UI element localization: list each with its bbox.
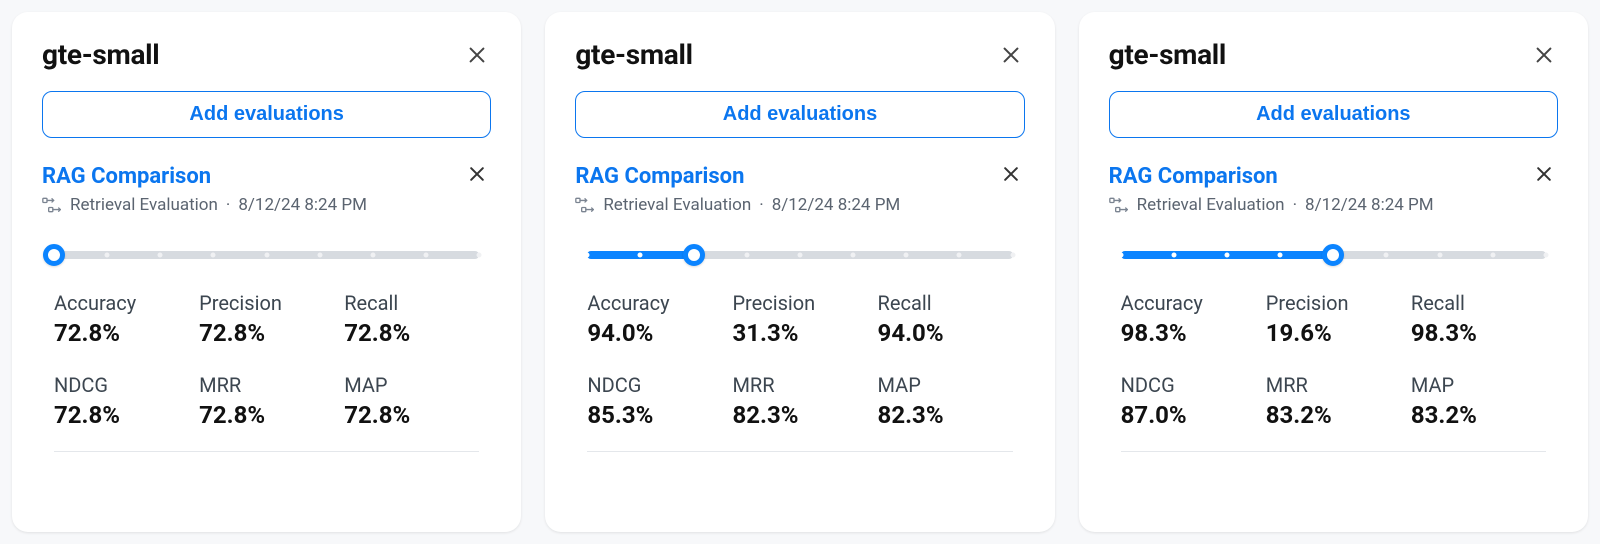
metric-label: Precision <box>1266 291 1401 315</box>
metric-label: Accuracy <box>587 291 722 315</box>
section-header: RAG Comparison Retrieval Evaluation·8/12/… <box>42 164 491 215</box>
close-icon[interactable] <box>463 41 491 69</box>
metric-cell: MRR 82.3% <box>732 373 867 429</box>
add-evaluations-button[interactable]: Add evaluations <box>1109 91 1558 138</box>
evaluation-card: gte-small Add evaluations RAG Comparison Re… <box>1079 12 1588 532</box>
metric-value: 19.6% <box>1266 319 1401 347</box>
metric-value: 72.8% <box>54 319 189 347</box>
pipeline-icon <box>42 195 62 215</box>
metric-value: 72.8% <box>54 401 189 429</box>
metric-value: 72.8% <box>199 319 334 347</box>
metric-label: NDCG <box>54 373 189 397</box>
metric-value: 98.3% <box>1411 319 1546 347</box>
metrics-grid: Accuracy 94.0% Precision 31.3% Recall 94.0% ND… <box>587 291 1012 429</box>
step-slider[interactable] <box>1121 251 1546 259</box>
metric-value: 72.8% <box>344 401 479 429</box>
metric-label: Precision <box>199 291 334 315</box>
metric-value: 31.3% <box>732 319 867 347</box>
metric-value: 83.2% <box>1266 401 1401 429</box>
metric-label: MRR <box>732 373 867 397</box>
metric-cell: Recall 72.8% <box>344 291 479 347</box>
close-icon[interactable] <box>997 41 1025 69</box>
section-meta: Retrieval Evaluation·8/12/24 8:24 PM <box>42 195 367 215</box>
close-icon[interactable] <box>1530 41 1558 69</box>
section-title-link[interactable]: RAG Comparison <box>1109 164 1434 189</box>
step-slider[interactable] <box>587 251 1012 259</box>
metric-cell: NDCG 85.3% <box>587 373 722 429</box>
metric-cell: MAP 82.3% <box>878 373 1013 429</box>
section-header: RAG Comparison Retrieval Evaluation·8/12/… <box>575 164 1024 215</box>
close-icon[interactable] <box>1001 164 1025 188</box>
evaluation-timestamp: 8/12/24 8:24 PM <box>1305 195 1434 215</box>
metric-cell: MRR 83.2% <box>1266 373 1401 429</box>
section-title-link[interactable]: RAG Comparison <box>575 164 900 189</box>
card-title: gte-small <box>42 38 159 71</box>
metric-value: 87.0% <box>1121 401 1256 429</box>
metric-cell: MRR 72.8% <box>199 373 334 429</box>
metric-label: MAP <box>1411 373 1546 397</box>
metric-value: 85.3% <box>587 401 722 429</box>
add-evaluations-button[interactable]: Add evaluations <box>42 91 491 138</box>
metrics-grid: Accuracy 98.3% Precision 19.6% Recall 98.3% ND… <box>1121 291 1546 429</box>
metric-label: Precision <box>732 291 867 315</box>
close-icon[interactable] <box>1534 164 1558 188</box>
metric-value: 82.3% <box>878 401 1013 429</box>
evaluation-type: Retrieval Evaluation <box>70 195 218 215</box>
metric-value: 72.8% <box>199 401 334 429</box>
metric-cell: Precision 19.6% <box>1266 291 1401 347</box>
metrics-grid: Accuracy72.8%Precision72.8%Recall72.8%ND… <box>54 291 479 429</box>
card-header: gte-small <box>1109 38 1558 71</box>
metric-label: Recall <box>878 291 1013 315</box>
metric-cell: Accuracy 94.0% <box>587 291 722 347</box>
metric-cell: Precision 72.8% <box>199 291 334 347</box>
slider-thumb[interactable] <box>683 244 705 266</box>
metric-label: Accuracy <box>1121 291 1256 315</box>
card-title: gte-small <box>575 38 692 71</box>
metric-cell: Accuracy 98.3% <box>1121 291 1256 347</box>
pipeline-icon <box>575 195 595 215</box>
evaluation-type: Retrieval Evaluation <box>603 195 751 215</box>
metric-label: MRR <box>199 373 334 397</box>
card-header: gte-small <box>575 38 1024 71</box>
card-title: gte-small <box>1109 38 1226 71</box>
metric-value: 94.0% <box>878 319 1013 347</box>
evaluation-timestamp: 8/12/24 8:24 PM <box>238 195 367 215</box>
section-header: RAG Comparison Retrieval Evaluation·8/12/… <box>1109 164 1558 215</box>
metric-cell: MAP 72.8% <box>344 373 479 429</box>
metric-label: Recall <box>1411 291 1546 315</box>
section-meta: Retrieval Evaluation·8/12/24 8:24 PM <box>575 195 900 215</box>
card-header: gte-small <box>42 38 491 71</box>
metric-label: Accuracy <box>54 291 189 315</box>
metric-value: 72.8% <box>344 319 479 347</box>
metric-cell: MAP 83.2% <box>1411 373 1546 429</box>
metric-label: MAP <box>344 373 479 397</box>
metric-label: NDCG <box>587 373 722 397</box>
evaluation-card: gte-small Add evaluations RAG Comparison Re… <box>545 12 1054 532</box>
step-slider[interactable] <box>54 251 479 259</box>
close-icon[interactable] <box>467 164 491 188</box>
metric-label: MRR <box>1266 373 1401 397</box>
metric-label: MAP <box>878 373 1013 397</box>
pipeline-icon <box>1109 195 1129 215</box>
section-title-link[interactable]: RAG Comparison <box>42 164 367 189</box>
section-meta: Retrieval Evaluation·8/12/24 8:24 PM <box>1109 195 1434 215</box>
slider-thumb[interactable] <box>1322 244 1344 266</box>
evaluation-type: Retrieval Evaluation <box>1137 195 1285 215</box>
metric-value: 98.3% <box>1121 319 1256 347</box>
metric-value: 82.3% <box>732 401 867 429</box>
evaluation-card: gte-small Add evaluations RAG Comparison Re… <box>12 12 521 532</box>
slider-thumb[interactable] <box>43 244 65 266</box>
metric-label: Recall <box>344 291 479 315</box>
metric-cell: Accuracy 72.8% <box>54 291 189 347</box>
add-evaluations-button[interactable]: Add evaluations <box>575 91 1024 138</box>
evaluation-timestamp: 8/12/24 8:24 PM <box>772 195 901 215</box>
metric-value: 83.2% <box>1411 401 1546 429</box>
metric-value: 94.0% <box>587 319 722 347</box>
metric-cell: Recall 98.3% <box>1411 291 1546 347</box>
metric-label: NDCG <box>1121 373 1256 397</box>
metric-cell: Recall 94.0% <box>878 291 1013 347</box>
metric-cell: Precision 31.3% <box>732 291 867 347</box>
metric-cell: NDCG 72.8% <box>54 373 189 429</box>
metric-cell: NDCG 87.0% <box>1121 373 1256 429</box>
